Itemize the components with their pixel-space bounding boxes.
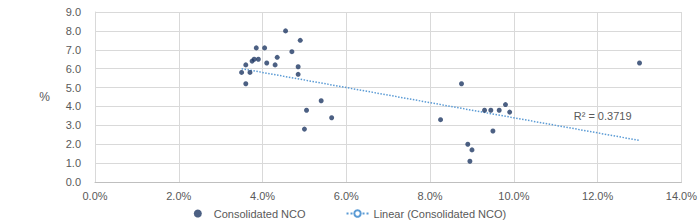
svg-text:8.0%: 8.0%: [418, 190, 443, 202]
svg-text:0.0: 0.0: [66, 176, 81, 188]
svg-text:R² = 0.3719: R² = 0.3719: [574, 110, 632, 122]
svg-text:14.0%: 14.0%: [666, 190, 697, 202]
svg-text:2.0: 2.0: [66, 138, 81, 150]
svg-text:4.0%: 4.0%: [250, 190, 275, 202]
svg-text:5.0: 5.0: [66, 82, 81, 94]
svg-text:6.0: 6.0: [66, 63, 81, 75]
svg-text:1.0: 1.0: [66, 157, 81, 169]
svg-text:6.0%: 6.0%: [334, 190, 359, 202]
svg-text:12.0%: 12.0%: [582, 190, 613, 202]
svg-text:10.0%: 10.0%: [498, 190, 529, 202]
svg-text:9.0: 9.0: [66, 6, 81, 18]
svg-text:%: %: [39, 90, 50, 104]
svg-text:8.0: 8.0: [66, 25, 81, 37]
svg-text:Consolidated NCO: Consolidated NCO: [214, 208, 306, 220]
svg-text:Linear (Consolidated NCO): Linear (Consolidated NCO): [374, 208, 507, 220]
svg-text:3.0: 3.0: [66, 119, 81, 131]
svg-text:0.0%: 0.0%: [82, 190, 107, 202]
svg-text:2.0%: 2.0%: [166, 190, 191, 202]
svg-text:7.0: 7.0: [66, 44, 81, 56]
svg-text:4.0: 4.0: [66, 100, 81, 112]
